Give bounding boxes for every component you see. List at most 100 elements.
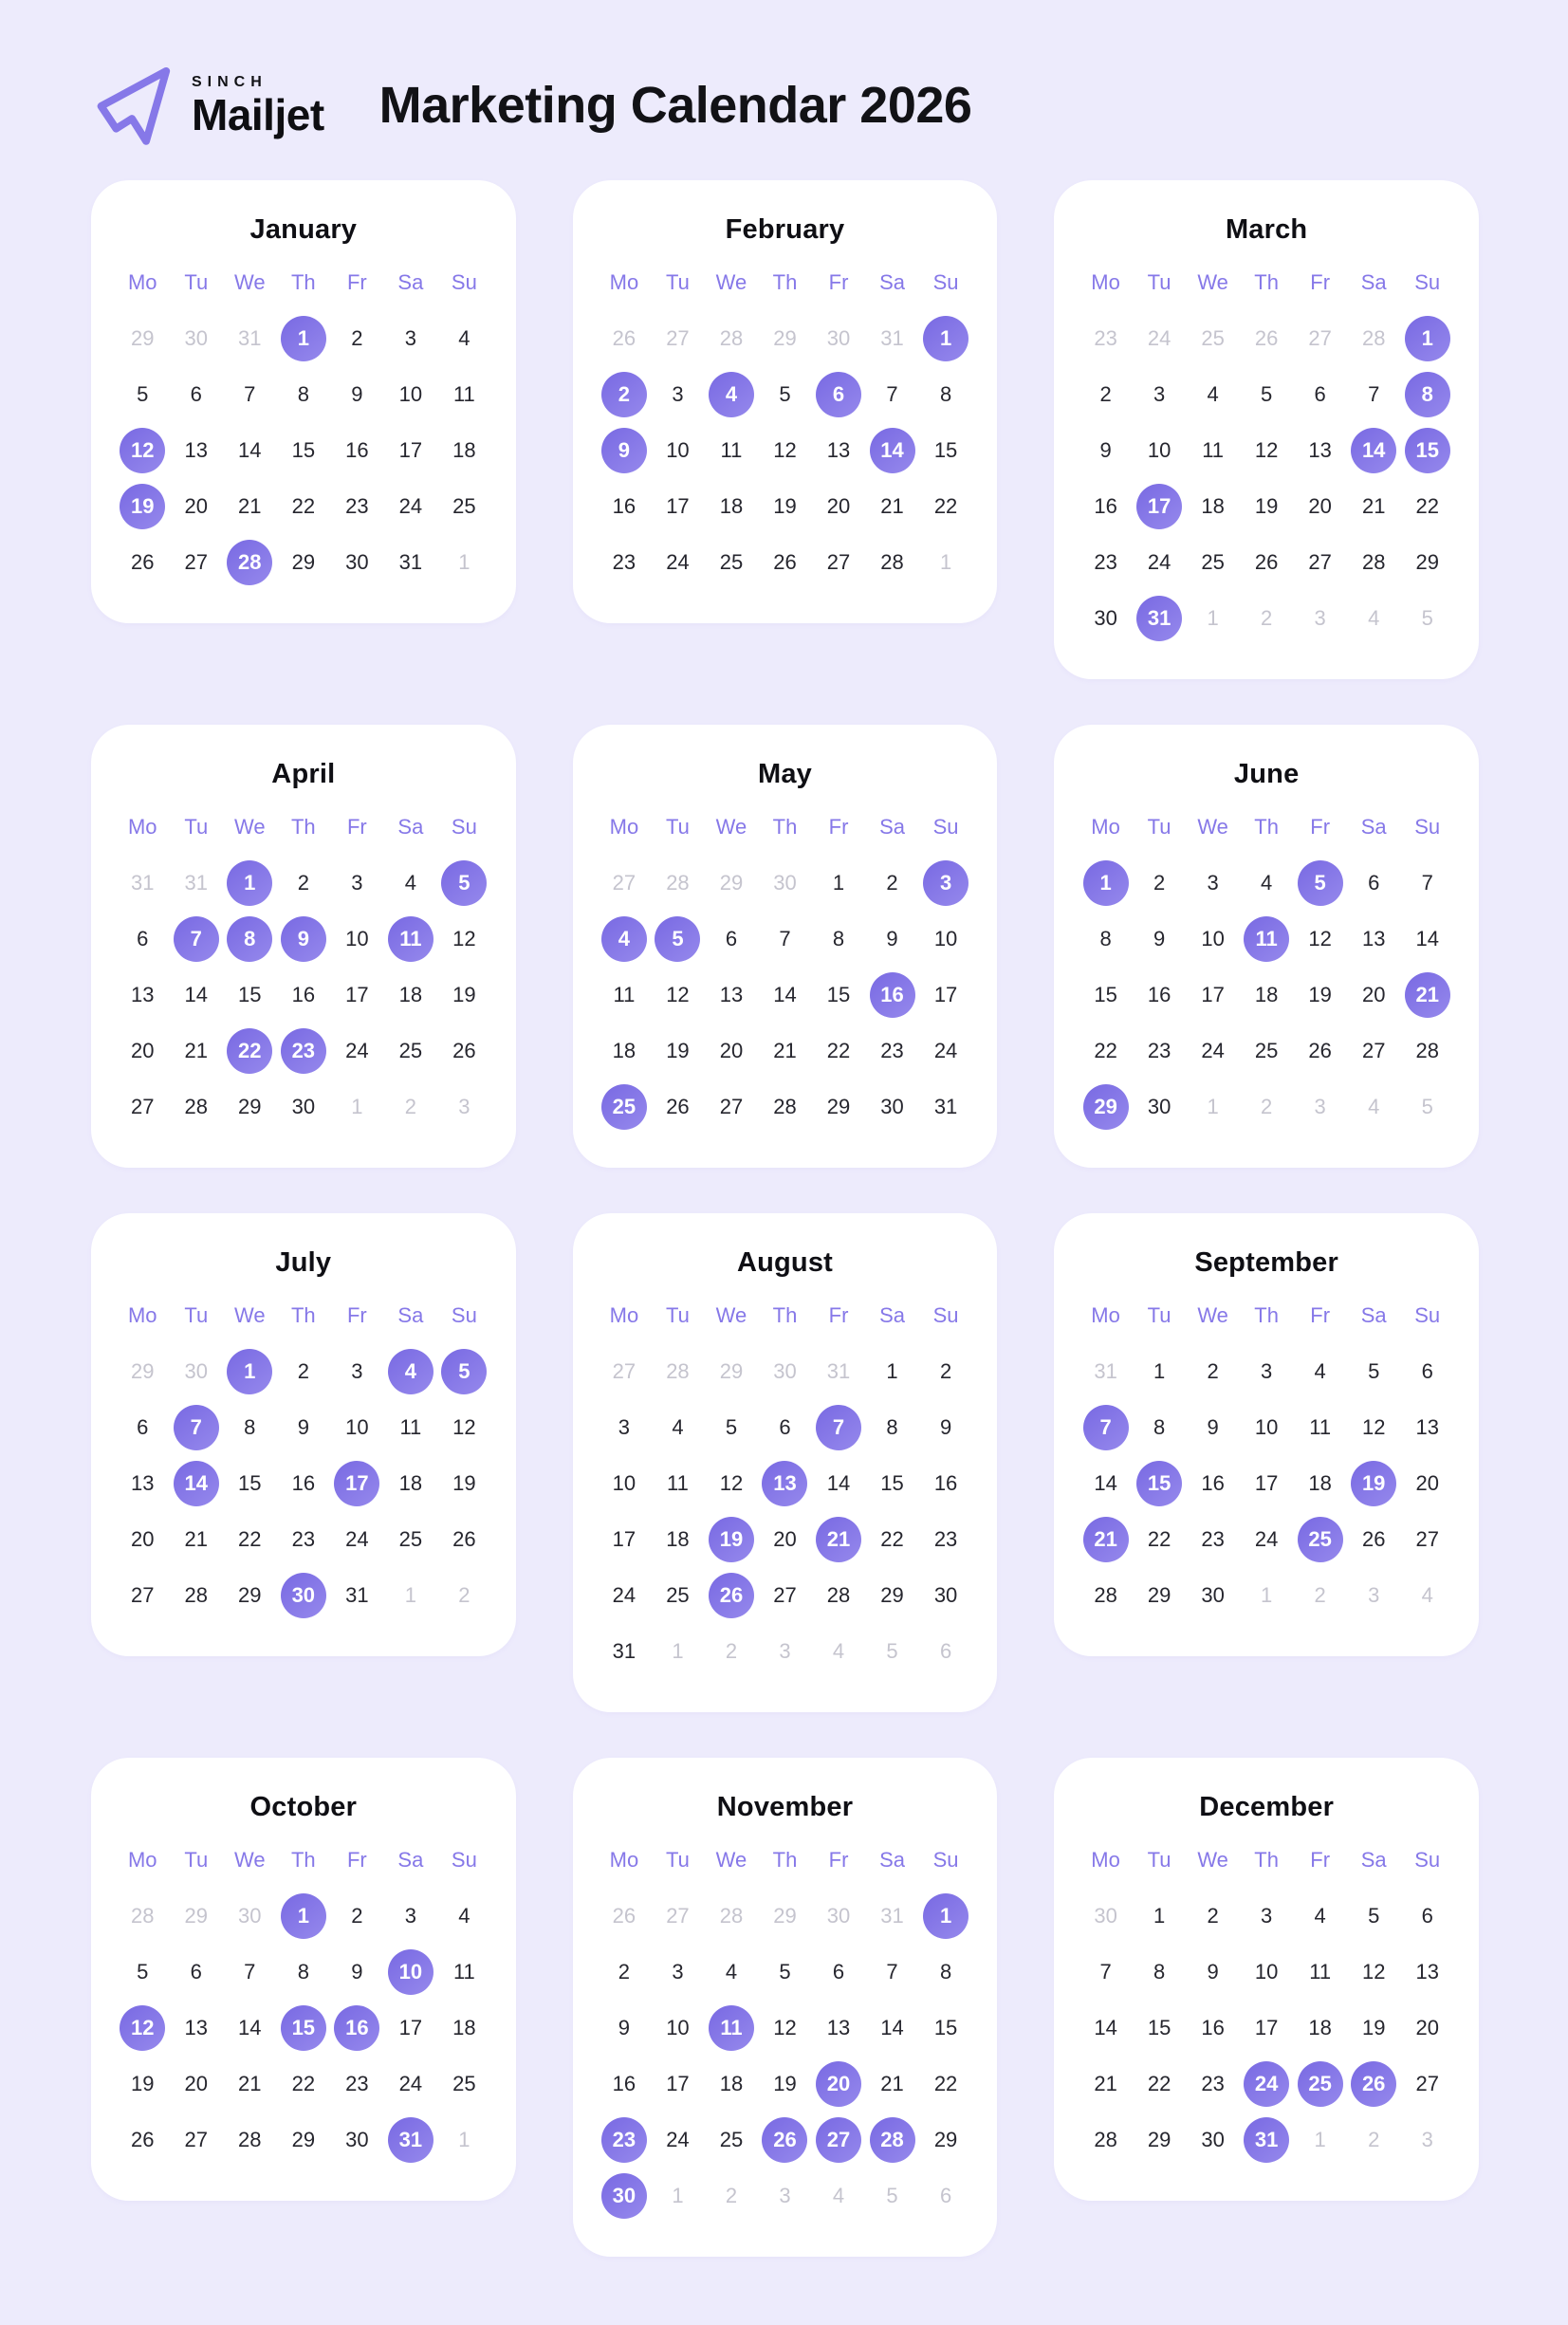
day-cell: 18 (452, 2016, 476, 2039)
day-cell: 4 (1368, 1095, 1380, 1118)
day-cell: 20 (184, 494, 209, 518)
day-cell: 12 (452, 927, 476, 950)
day-cell: 23 (612, 550, 636, 574)
weekday-label: Th (1254, 270, 1279, 294)
day-cell: 24 (398, 2072, 423, 2095)
day-cell: 22 (291, 494, 316, 518)
weekday-label: Tu (1147, 1303, 1171, 1327)
day-cell-highlighted: 25 (1297, 1517, 1343, 1562)
weekday-label: Tu (1147, 1848, 1171, 1872)
day-cell-highlighted: 8 (227, 916, 273, 962)
brand-product-label: Mailjet (192, 89, 324, 139)
day-cell: 8 (886, 1415, 898, 1439)
day-cell: 11 (1309, 1960, 1332, 1984)
day-cell: 7 (1421, 871, 1433, 895)
day-cell: 28 (773, 1095, 797, 1118)
day-cell: 3 (1368, 1583, 1380, 1607)
day-cell: 14 (238, 438, 262, 462)
weekday-label: Mo (127, 815, 157, 839)
day-cell: 9 (351, 382, 363, 406)
day-cell: 15 (238, 983, 262, 1006)
day-cell-highlighted: 31 (1136, 596, 1183, 641)
weekday-label: Th (1254, 1303, 1279, 1327)
day-cell: 3 (404, 326, 416, 350)
weekday-label: Su (1414, 1848, 1441, 1872)
month-card: March Mo Tu We Th Fr Sa Su 23 24 25 26 27 28 1 2 3 4 5 6 7… (1054, 180, 1479, 679)
day-cell: 3 (618, 1415, 631, 1439)
weekday-label: Sa (1360, 270, 1387, 294)
day-cell: 1 (1261, 1583, 1273, 1607)
day-cell: 2 (1368, 2128, 1380, 2151)
day-cell-highlighted: 15 (1404, 428, 1450, 473)
weekday-label: Tu (1147, 270, 1171, 294)
day-cell: 3 (1421, 2128, 1433, 2151)
day-cell: 2 (618, 1960, 631, 1984)
day-cell-highlighted: 25 (600, 1084, 647, 1130)
day-cell: 15 (1147, 2016, 1171, 2039)
weekday-header-row: Mo Tu We Th Fr Sa Su (1079, 1303, 1454, 1328)
day-cell: 17 (666, 494, 690, 518)
day-cell: 25 (719, 550, 744, 574)
day-cell-highlighted: 13 (762, 1461, 808, 1506)
day-cell: 25 (398, 1039, 423, 1062)
day-cell: 13 (1415, 1960, 1439, 1984)
day-cell: 28 (1361, 326, 1386, 350)
day-cell: 18 (398, 983, 423, 1006)
day-cell: 11 (1202, 438, 1225, 462)
day-cell: 27 (184, 550, 209, 574)
day-cell: 20 (1308, 494, 1332, 518)
day-cell: 28 (131, 1904, 155, 1928)
weekday-label: Th (1254, 1848, 1279, 1872)
weekday-header-row: Mo Tu We Th Fr Sa Su (116, 815, 491, 840)
weekday-header-row: Mo Tu We Th Fr Sa Su (1079, 1848, 1454, 1873)
month-card: November Mo Tu We Th Fr Sa Su 26 27 28 29 30 31 1 2 3 4… (572, 1758, 998, 2257)
day-cell-highlighted: 21 (1404, 972, 1450, 1018)
page-header: SINCH Mailjet Marketing Calendar 2026 (0, 0, 1568, 176)
month-card: April Mo Tu We Th Fr Sa Su 31 31 1 2 3 4 5 6 7 8 9 10 11 12… (91, 725, 516, 1168)
day-cell-highlighted: 8 (1404, 372, 1450, 417)
day-cell: 28 (1415, 1039, 1439, 1062)
day-cell-highlighted: 2 (600, 372, 647, 417)
day-cell: 13 (1415, 1415, 1439, 1439)
month-title: January (249, 214, 358, 245)
day-cell: 2 (725, 2184, 738, 2207)
day-cell: 28 (238, 2128, 262, 2151)
day-cell: 23 (1147, 1039, 1171, 1062)
month-title: August (736, 1247, 834, 1278)
weekday-label: Tu (184, 815, 209, 839)
day-cell: 17 (398, 438, 423, 462)
day-cell: 26 (1254, 326, 1279, 350)
day-cell: 13 (131, 1471, 155, 1495)
weekday-label: Fr (828, 1848, 849, 1872)
day-cell: 3 (1207, 871, 1219, 895)
weekday-header-row: Mo Tu We Th Fr Sa Su (598, 1303, 973, 1328)
day-cell: 5 (137, 382, 149, 406)
day-cell: 30 (345, 550, 369, 574)
month-card: July Mo Tu We Th Fr Sa Su 29 30 1 2 3 4 5 6 7 8 9 10 11 12 1… (91, 1213, 516, 1656)
day-cell: 27 (131, 1583, 155, 1607)
day-cell: 29 (291, 2128, 316, 2151)
day-cell: 14 (826, 1471, 851, 1495)
day-cell: 18 (666, 1527, 690, 1551)
day-cell: 17 (1201, 983, 1225, 1006)
day-cell-highlighted: 19 (1351, 1461, 1397, 1506)
weekday-label: We (233, 1303, 266, 1327)
day-cell: 6 (939, 2184, 952, 2207)
day-cell: 21 (773, 1039, 797, 1062)
day-cell: 10 (345, 1415, 369, 1439)
day-cell: 23 (291, 1527, 316, 1551)
day-cell: 1 (1207, 606, 1219, 630)
day-cell-highlighted: 29 (1082, 1084, 1129, 1130)
month-card: May Mo Tu We Th Fr Sa Su 27 28 29 30 1 2 3 4 5 6 7 8 9 10 11… (572, 725, 998, 1168)
day-cell: 16 (345, 438, 369, 462)
day-cell: 4 (1207, 382, 1219, 406)
day-cell: 4 (725, 1960, 738, 1984)
day-cell: 1 (886, 1359, 898, 1383)
month-card: February Mo Tu We Th Fr Sa Su 26 27 28 29 30 31 1 2 3 4… (572, 180, 998, 623)
weekday-label: Sa (879, 1303, 905, 1327)
day-cell: 8 (297, 382, 309, 406)
day-cell: 28 (1361, 550, 1386, 574)
weekday-label: We (233, 270, 266, 294)
day-cell: 14 (1094, 1471, 1117, 1495)
day-cell: 31 (880, 1904, 904, 1928)
